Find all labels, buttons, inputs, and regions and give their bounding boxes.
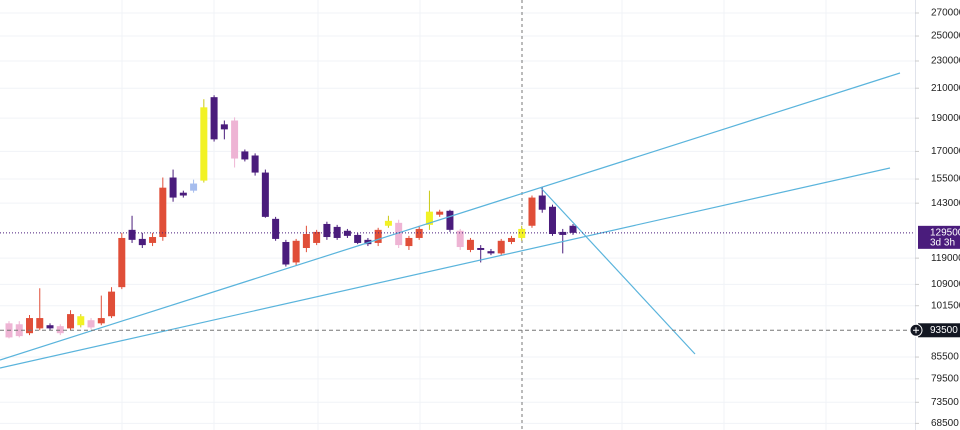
last-price-box bbox=[918, 225, 960, 249]
candle-body bbox=[97, 318, 105, 324]
y-tick-label: 270000 bbox=[931, 8, 960, 19]
candle-body bbox=[108, 291, 116, 317]
y-tick-label: 101500 bbox=[931, 300, 960, 311]
last-price-label: 129500 bbox=[930, 227, 960, 238]
crosshair-price-label: 93500 bbox=[930, 325, 958, 336]
trend-line bbox=[0, 167, 891, 369]
y-tick-label: 85500 bbox=[931, 352, 959, 363]
horizontal-grid bbox=[0, 12, 915, 424]
candle-body bbox=[395, 222, 403, 246]
trend-line bbox=[540, 187, 696, 355]
candle-body bbox=[292, 240, 300, 263]
candle-body bbox=[251, 155, 259, 173]
y-tick-label: 230000 bbox=[931, 56, 960, 67]
candle-body bbox=[169, 177, 177, 198]
candle-body bbox=[436, 211, 444, 215]
candle-body bbox=[323, 223, 331, 238]
candle-body bbox=[538, 195, 546, 210]
candle-body bbox=[477, 248, 485, 250]
candle-body bbox=[159, 187, 167, 238]
candle-body bbox=[569, 225, 577, 233]
candle-body bbox=[343, 230, 351, 236]
candle-body bbox=[87, 320, 95, 328]
candle-body bbox=[548, 206, 556, 234]
candle-body bbox=[77, 316, 85, 326]
candle-body bbox=[364, 239, 372, 245]
price-axis: 270000 250000 230000 210000 190000 170000 1550… bbox=[909, 8, 960, 429]
crosshair-price-box bbox=[918, 323, 960, 338]
y-tick-label: 250000 bbox=[931, 31, 960, 42]
candle-body bbox=[415, 228, 423, 238]
candle-body bbox=[507, 237, 515, 242]
y-tick-label: 119000 bbox=[931, 253, 960, 264]
candle-body bbox=[241, 151, 249, 160]
y-tick-label: 155000 bbox=[931, 174, 960, 185]
candle-body bbox=[149, 237, 157, 243]
y-tick-label: 190000 bbox=[931, 113, 960, 124]
candle-body bbox=[559, 231, 567, 235]
candle-body bbox=[374, 229, 382, 243]
candle-body bbox=[261, 172, 269, 217]
y-tick-label: 109000 bbox=[931, 279, 960, 290]
candle-body bbox=[190, 183, 198, 191]
candle-body bbox=[210, 97, 218, 140]
y-tick-label: 170000 bbox=[931, 146, 960, 157]
candle-body bbox=[497, 240, 505, 254]
candle-body bbox=[518, 228, 526, 238]
candle-body bbox=[179, 192, 187, 196]
candles bbox=[5, 95, 577, 339]
trend-lines bbox=[0, 72, 901, 369]
candle-body bbox=[67, 314, 75, 329]
candle-body bbox=[466, 239, 474, 250]
candle-body bbox=[56, 326, 64, 334]
y-tick-label: 79500 bbox=[931, 373, 959, 384]
candle-body bbox=[456, 230, 464, 248]
candle-body bbox=[425, 211, 433, 225]
candle-body bbox=[528, 197, 536, 226]
y-tick-label: 143000 bbox=[931, 198, 960, 209]
candle-body bbox=[26, 318, 34, 334]
candle-body bbox=[36, 318, 44, 329]
candle-body bbox=[446, 210, 454, 230]
candle-body bbox=[487, 251, 495, 254]
candle-body bbox=[333, 226, 341, 238]
candle-body bbox=[46, 325, 54, 329]
candle-body bbox=[118, 237, 126, 288]
add-alert-plus bbox=[913, 327, 919, 334]
y-tick-label: 68500 bbox=[931, 418, 959, 429]
y-tick-label: 210000 bbox=[931, 83, 960, 94]
candle-body bbox=[138, 238, 146, 246]
trend-line bbox=[0, 72, 901, 361]
candle-body bbox=[354, 234, 362, 243]
candle-body bbox=[220, 124, 228, 130]
candle-body bbox=[128, 229, 136, 240]
candle-body bbox=[231, 120, 239, 159]
candle-body bbox=[313, 231, 321, 243]
vertical-grid bbox=[121, 0, 827, 430]
candle-body bbox=[405, 237, 413, 247]
candle-body bbox=[200, 107, 208, 181]
candle-body bbox=[384, 220, 392, 226]
y-tick-label: 73500 bbox=[931, 397, 959, 408]
candle-body bbox=[282, 241, 290, 265]
countdown-label: 3d 3h bbox=[930, 237, 955, 248]
candle-body bbox=[302, 233, 310, 249]
candle-body bbox=[15, 324, 23, 337]
candle-body bbox=[272, 218, 280, 239]
price-lines bbox=[0, 232, 915, 331]
